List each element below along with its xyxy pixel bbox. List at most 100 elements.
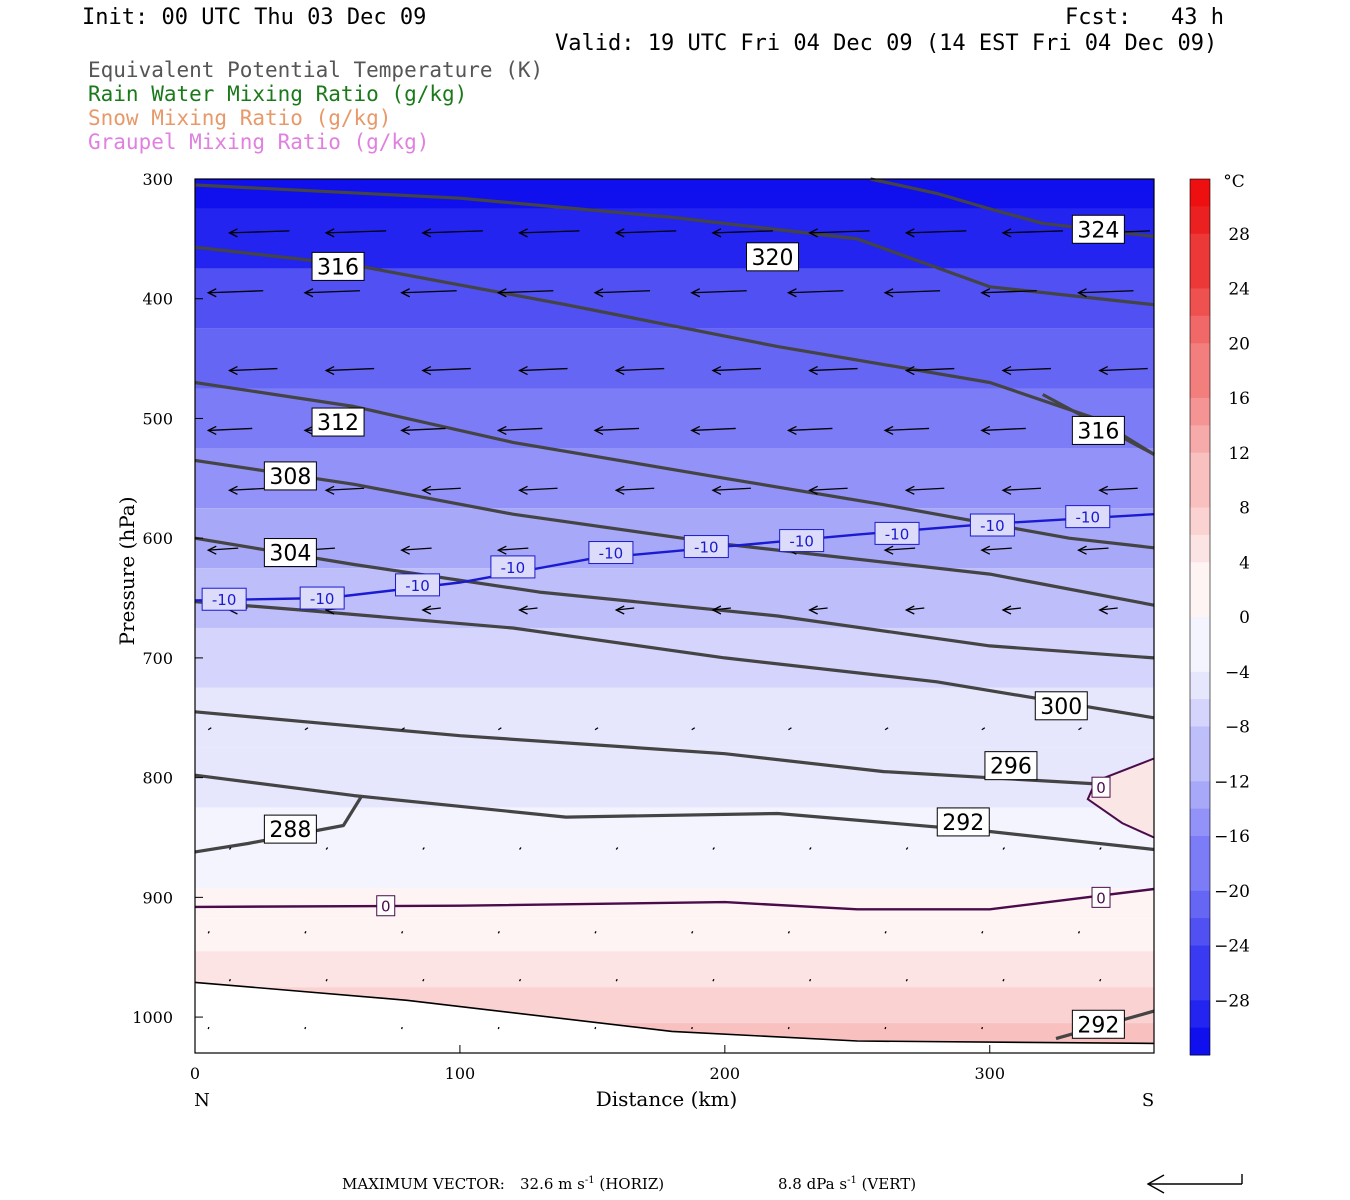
colorbar-swatch — [1190, 726, 1210, 755]
colorbar-label: 16 — [1228, 389, 1250, 409]
wind-vector-head — [593, 288, 604, 298]
colorbar-swatch — [1190, 452, 1210, 481]
colorbar-swatch — [1190, 699, 1210, 727]
colorbar-label: 20 — [1228, 334, 1250, 354]
wind-vector — [229, 230, 290, 234]
theta-e-label: 308 — [269, 465, 311, 490]
wind-vector-head — [711, 485, 722, 495]
wind-vector — [885, 290, 941, 294]
colorbar-swatch — [1190, 589, 1210, 618]
wind-vector — [228, 847, 232, 850]
wind-vector — [595, 290, 651, 294]
colorbar-swatch — [1190, 781, 1210, 810]
wind-vector — [498, 547, 529, 551]
colorbar-swatch — [1190, 206, 1210, 235]
isotherm-label-box — [683, 535, 729, 559]
x-tick-label: 0 — [190, 1064, 200, 1083]
temperature-shading — [195, 179, 1154, 1053]
theta-e-line — [194, 536, 1155, 660]
wind-vector — [884, 930, 887, 934]
wind-vector-head — [593, 425, 604, 436]
wind-vector-head — [808, 605, 818, 615]
wind-vector — [906, 230, 967, 234]
colorbar-label: −16 — [1214, 827, 1250, 847]
theta-e-label-box — [1071, 415, 1125, 445]
temperature-band — [195, 179, 1154, 209]
wind-vector — [1078, 290, 1134, 294]
colorbar-swatch — [1190, 480, 1210, 508]
x-axis-title: Distance (km) — [596, 1087, 738, 1111]
wind-vector-head — [1001, 365, 1012, 376]
colorbar-swatch — [1190, 261, 1210, 289]
wind-vector-head — [1098, 485, 1108, 495]
wind-vector — [498, 427, 543, 432]
colorbar-label: −24 — [1214, 937, 1250, 957]
colorbar-swatch — [1190, 179, 1210, 207]
wind-vector — [981, 727, 986, 731]
colorbar-swatch — [1190, 836, 1210, 864]
wind-vector — [1002, 367, 1052, 372]
wind-vector — [906, 487, 945, 491]
wind-vector-head — [980, 545, 991, 555]
wind-vector — [1002, 978, 1005, 982]
wind-vector — [1002, 230, 1064, 234]
wind-vector — [401, 727, 405, 731]
wind-vector — [519, 607, 538, 611]
colorbar-swatch — [1190, 288, 1210, 317]
y-tick-label: 700 — [142, 649, 173, 668]
theta-e-label-box — [1071, 1009, 1125, 1039]
wind-vector-head — [206, 545, 217, 555]
wind-vector — [884, 727, 889, 731]
legend-snow: Snow Mixing Ratio (g/kg) — [88, 106, 392, 130]
wind-vector-head — [324, 228, 335, 238]
wind-vector — [498, 290, 554, 294]
wind-vector — [1002, 847, 1006, 850]
wind-vector — [809, 607, 828, 611]
isotherm-zero-label: 0 — [1096, 889, 1106, 907]
wind-vector — [615, 847, 619, 850]
wind-vector — [518, 978, 522, 982]
legend-graupel: Graupel Mixing Ratio (g/kg) — [88, 130, 430, 154]
wind-vector — [616, 230, 677, 234]
wind-vector — [1099, 487, 1138, 491]
wind-vector — [326, 367, 375, 372]
wind-vector — [207, 1026, 210, 1030]
wind-vector-head — [980, 288, 991, 298]
wind-vector-head — [711, 228, 722, 238]
isotherm-zero-label: 0 — [381, 898, 391, 916]
isotherm-minus10-label: -10 — [1076, 509, 1101, 527]
wind-vector — [422, 978, 425, 982]
colorbar-swatch — [1190, 534, 1210, 563]
colorbar-label: 28 — [1228, 225, 1250, 245]
wind-vector — [401, 290, 457, 294]
wind-vector — [616, 607, 635, 611]
colorbar-swatch — [1190, 808, 1210, 837]
isotherm-minus10-line — [194, 513, 1155, 602]
wind-vector — [1078, 547, 1109, 551]
forecast-hour: Fcst: 43 h — [1065, 5, 1224, 30]
x-tick-label: 200 — [710, 1064, 741, 1083]
wind-vector-head — [614, 228, 625, 238]
colorbar-swatch — [1190, 671, 1210, 700]
y-tick-label: 800 — [142, 769, 173, 788]
wind-vector-head — [690, 288, 701, 298]
wind-vector — [229, 367, 278, 372]
wind-vector-head — [518, 605, 528, 615]
wind-vector — [304, 727, 309, 731]
wind-vector — [401, 930, 404, 934]
wind-vector — [788, 427, 833, 432]
wind-vector — [981, 930, 984, 934]
wind-vector-head — [808, 365, 818, 376]
wind-vector — [885, 427, 930, 432]
isotherm-label-box — [201, 587, 247, 611]
wind-vector — [422, 607, 441, 611]
wind-vector — [519, 230, 580, 234]
wind-vector — [884, 1026, 887, 1030]
isotherm-minus10-label: -10 — [599, 545, 624, 563]
colorbar-label: 24 — [1228, 280, 1250, 300]
theta-e-label: 292 — [942, 811, 984, 836]
isotherm-label-box — [588, 541, 634, 565]
wind-vector — [1078, 727, 1082, 731]
wind-vector — [788, 727, 792, 731]
wind-vector-head — [303, 425, 314, 436]
